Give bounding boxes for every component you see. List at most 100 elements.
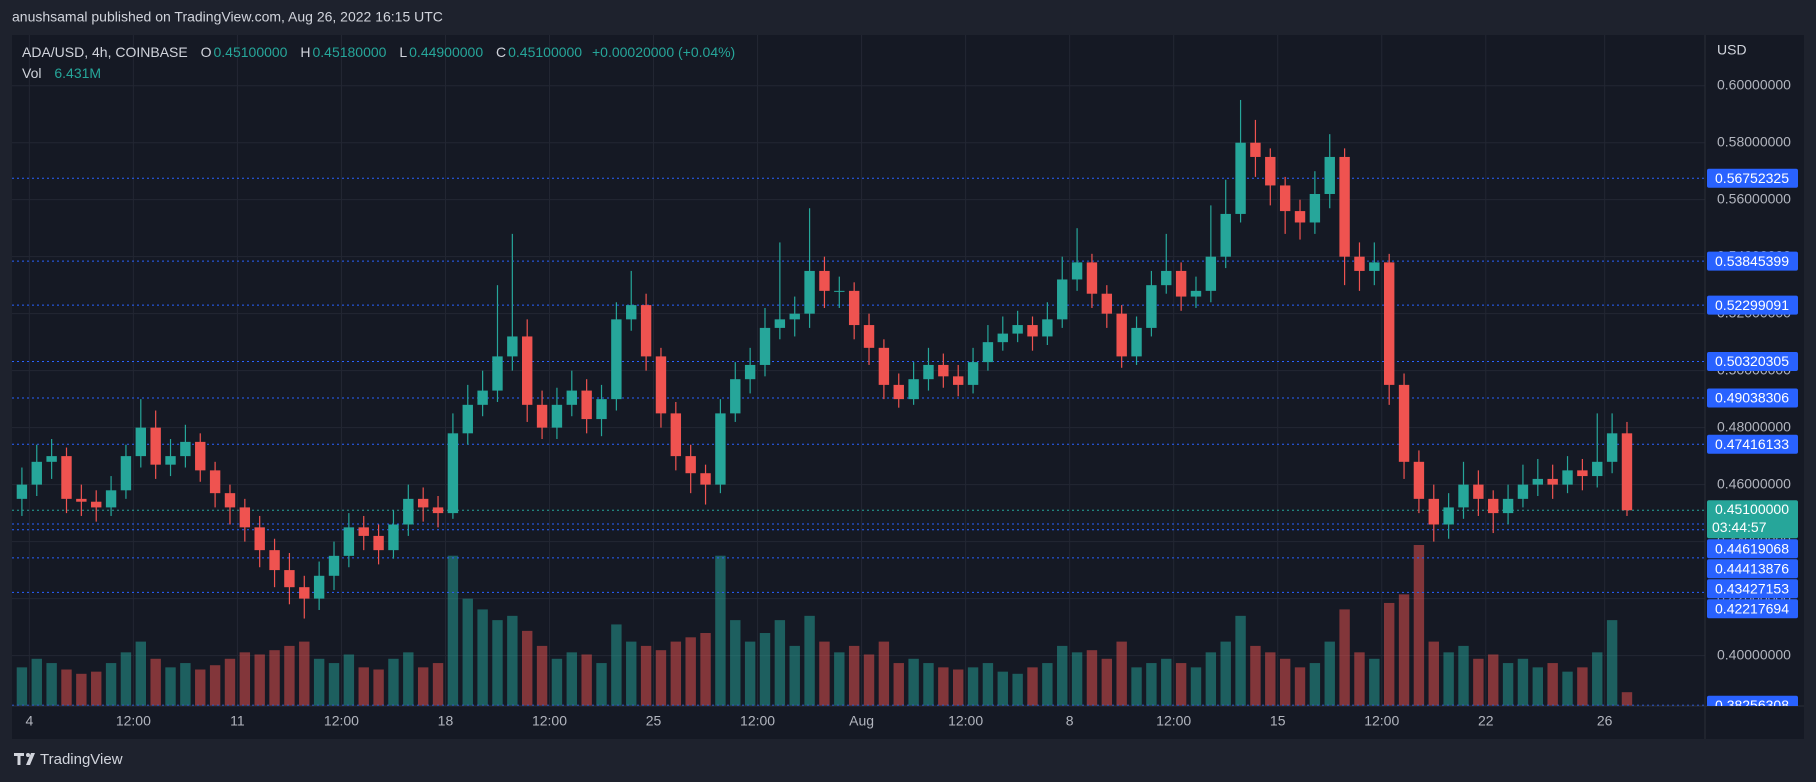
- candle-body: [1101, 293, 1113, 314]
- candle-body: [1413, 461, 1425, 499]
- current-price-label: 0.45100000: [1715, 501, 1789, 517]
- level-box: [1707, 388, 1798, 408]
- level-box: [1707, 559, 1798, 579]
- candle-body: [596, 399, 607, 420]
- candle-body: [180, 441, 191, 457]
- volume-bar: [358, 667, 369, 706]
- volume-bar: [507, 615, 518, 706]
- candle-body: [923, 364, 934, 380]
- volume-bar: [432, 663, 444, 706]
- candle-body: [819, 270, 830, 291]
- volume-bar: [997, 671, 1008, 706]
- candle-body: [239, 507, 251, 528]
- volume-bar: [1101, 658, 1113, 706]
- volume-bar: [1146, 663, 1157, 706]
- volume-bar: [135, 641, 147, 706]
- candle-body: [952, 376, 964, 385]
- volume-bar: [744, 641, 756, 706]
- volume-bar: [1458, 645, 1469, 706]
- candle-body: [1443, 507, 1454, 525]
- volume-bar: [863, 654, 875, 706]
- y-axis-label: USD: [1717, 42, 1747, 58]
- candle-body: [135, 427, 147, 457]
- y-tick-label: 0.46000000: [1717, 475, 1791, 491]
- candle-body: [1502, 498, 1514, 514]
- open-value: 0.45100000: [213, 44, 288, 60]
- candle-body: [848, 290, 860, 326]
- volume-bar: [447, 555, 459, 706]
- volume-bar: [1027, 667, 1038, 706]
- candle-body: [759, 327, 771, 365]
- candle-body: [1027, 325, 1038, 337]
- volume-bar: [626, 641, 637, 706]
- volume-bar: [1606, 620, 1618, 706]
- candle-body: [284, 570, 295, 588]
- volume-bar: [313, 658, 325, 706]
- volume-bar: [1220, 641, 1231, 706]
- candle-body: [938, 364, 949, 377]
- volume-bar: [91, 671, 102, 706]
- volume-bar: [1428, 641, 1439, 706]
- volume-bar: [1324, 641, 1335, 706]
- candle-body: [492, 356, 503, 391]
- volume-bar: [566, 652, 577, 706]
- volume-bar: [1532, 667, 1544, 706]
- y-tick-label: 0.58000000: [1717, 133, 1791, 149]
- candle-body: [432, 507, 444, 514]
- candle-body: [120, 456, 132, 491]
- volume-bar: [105, 663, 117, 706]
- candle-body: [1562, 470, 1573, 485]
- volume-bar: [1086, 650, 1098, 706]
- close-label: C: [496, 44, 507, 60]
- volume-bar: [403, 652, 414, 706]
- candle-body: [1012, 325, 1023, 334]
- x-tick-label: 12:00: [116, 713, 151, 729]
- candle-body: [150, 427, 161, 465]
- volume-bar: [417, 667, 429, 706]
- ohlc-row: ADA/USD, 4h, COINBASE O 0.45100000 H 0.451…: [22, 42, 735, 63]
- volume-bar: [1413, 545, 1425, 706]
- volume-bar: [328, 663, 340, 706]
- volume-bar: [789, 645, 800, 706]
- volume-bar: [343, 654, 355, 706]
- volume-bar: [284, 645, 295, 706]
- volume-bar: [1339, 609, 1350, 706]
- volume-bar: [611, 624, 622, 706]
- level-box: [1707, 251, 1798, 271]
- level-box: [1707, 539, 1798, 559]
- volume-bar: [522, 630, 533, 706]
- volume-bar: [1443, 652, 1454, 706]
- x-tick-label: 12:00: [324, 713, 359, 729]
- volume-bar: [120, 652, 132, 706]
- x-tick-label: 12:00: [740, 713, 775, 729]
- volume-bar: [61, 669, 72, 706]
- candle-body: [224, 493, 236, 508]
- candle-body: [313, 575, 325, 599]
- candle-body: [626, 305, 637, 320]
- candle-body: [1547, 478, 1558, 485]
- volume-value: 6.431M: [54, 65, 102, 81]
- volume-bar: [16, 667, 28, 706]
- level-label: 0.44413876: [1715, 560, 1789, 576]
- symbol: ADA/USD, 4h, COINBASE: [22, 44, 188, 60]
- volume-bar: [581, 654, 592, 706]
- close-value: 0.45100000: [508, 44, 583, 60]
- candle-body: [1235, 142, 1246, 214]
- countdown-label: 03:44:57: [1712, 519, 1767, 535]
- volume-bar: [1562, 671, 1573, 706]
- candle-body: [1592, 461, 1603, 477]
- candle-body: [744, 364, 756, 380]
- candle-body: [477, 390, 488, 405]
- current-price-box: [1707, 500, 1798, 539]
- candle-body: [358, 527, 369, 536]
- volume-bar: [1354, 652, 1365, 706]
- candle-body: [105, 490, 117, 508]
- volume-bar: [1265, 652, 1276, 706]
- volume-bar: [1205, 652, 1217, 706]
- volume-bar: [150, 658, 161, 706]
- candle-body: [373, 535, 384, 551]
- candle-body: [31, 461, 42, 485]
- volume-bar: [165, 667, 176, 706]
- candle-body: [804, 270, 815, 314]
